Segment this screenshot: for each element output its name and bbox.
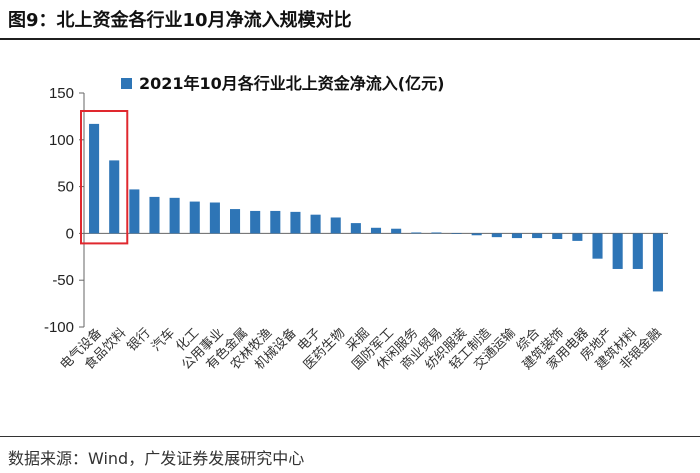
highlight-box (80, 110, 129, 245)
y-tick-label: -50 (52, 272, 74, 289)
bar (572, 233, 583, 241)
bar (189, 201, 200, 234)
bar (330, 217, 341, 234)
bar (411, 232, 422, 234)
bar (471, 233, 482, 236)
bar (310, 214, 321, 234)
bar (270, 210, 281, 234)
bar-chart: 150 100 50 0 -50 -100 电气设备食品饮料银行汽车化工公用事业有色金属农… (44, 74, 668, 373)
x-category-label: 汽车 (148, 325, 178, 355)
figure-source: 数据来源：Wind，广发证券发展研究中心 (8, 449, 305, 468)
chart-bars (89, 123, 663, 292)
bar (89, 123, 100, 234)
y-tick-label: 50 (57, 179, 74, 196)
bar (391, 228, 402, 234)
bar (290, 211, 301, 234)
figure-source-bar: 数据来源：Wind，广发证券发展研究中心 (0, 436, 700, 473)
bar (230, 209, 241, 234)
figure-title: 图9：北上资金各行业10月净流入规模对比 (8, 10, 352, 31)
bar (209, 202, 220, 234)
bar (552, 233, 563, 240)
bar (632, 233, 643, 269)
y-tick-label: 100 (49, 132, 74, 149)
y-tick-label: -100 (44, 319, 74, 336)
bar (592, 233, 603, 259)
bar (370, 227, 382, 234)
chart-legend: 2021年10月各行业北上资金净流入(亿元) (121, 74, 444, 93)
bar (169, 197, 180, 234)
bar (250, 210, 261, 234)
bar (350, 223, 361, 234)
x-axis-labels: 电气设备食品饮料银行汽车化工公用事业有色金属农林牧渔机械设备电子医药生物采掘国防… (57, 325, 665, 373)
bar (431, 232, 442, 234)
bar (532, 233, 543, 239)
bar (652, 233, 663, 292)
legend-label: 2021年10月各行业北上资金净流入(亿元) (139, 74, 444, 93)
y-axis-ticks: 150 100 50 0 -50 -100 (44, 85, 84, 336)
figure-title-bar: 图9：北上资金各行业10月净流入规模对比 (0, 0, 700, 40)
bar (511, 233, 522, 239)
y-tick-label: 150 (49, 85, 74, 102)
bar (129, 189, 140, 234)
bar (491, 233, 502, 238)
bar (451, 233, 462, 234)
bar (612, 233, 623, 269)
x-category-label: 银行 (125, 326, 154, 355)
bar (109, 160, 120, 234)
bar (149, 196, 160, 234)
y-tick-label: 0 (66, 225, 74, 242)
legend-swatch (121, 78, 132, 89)
